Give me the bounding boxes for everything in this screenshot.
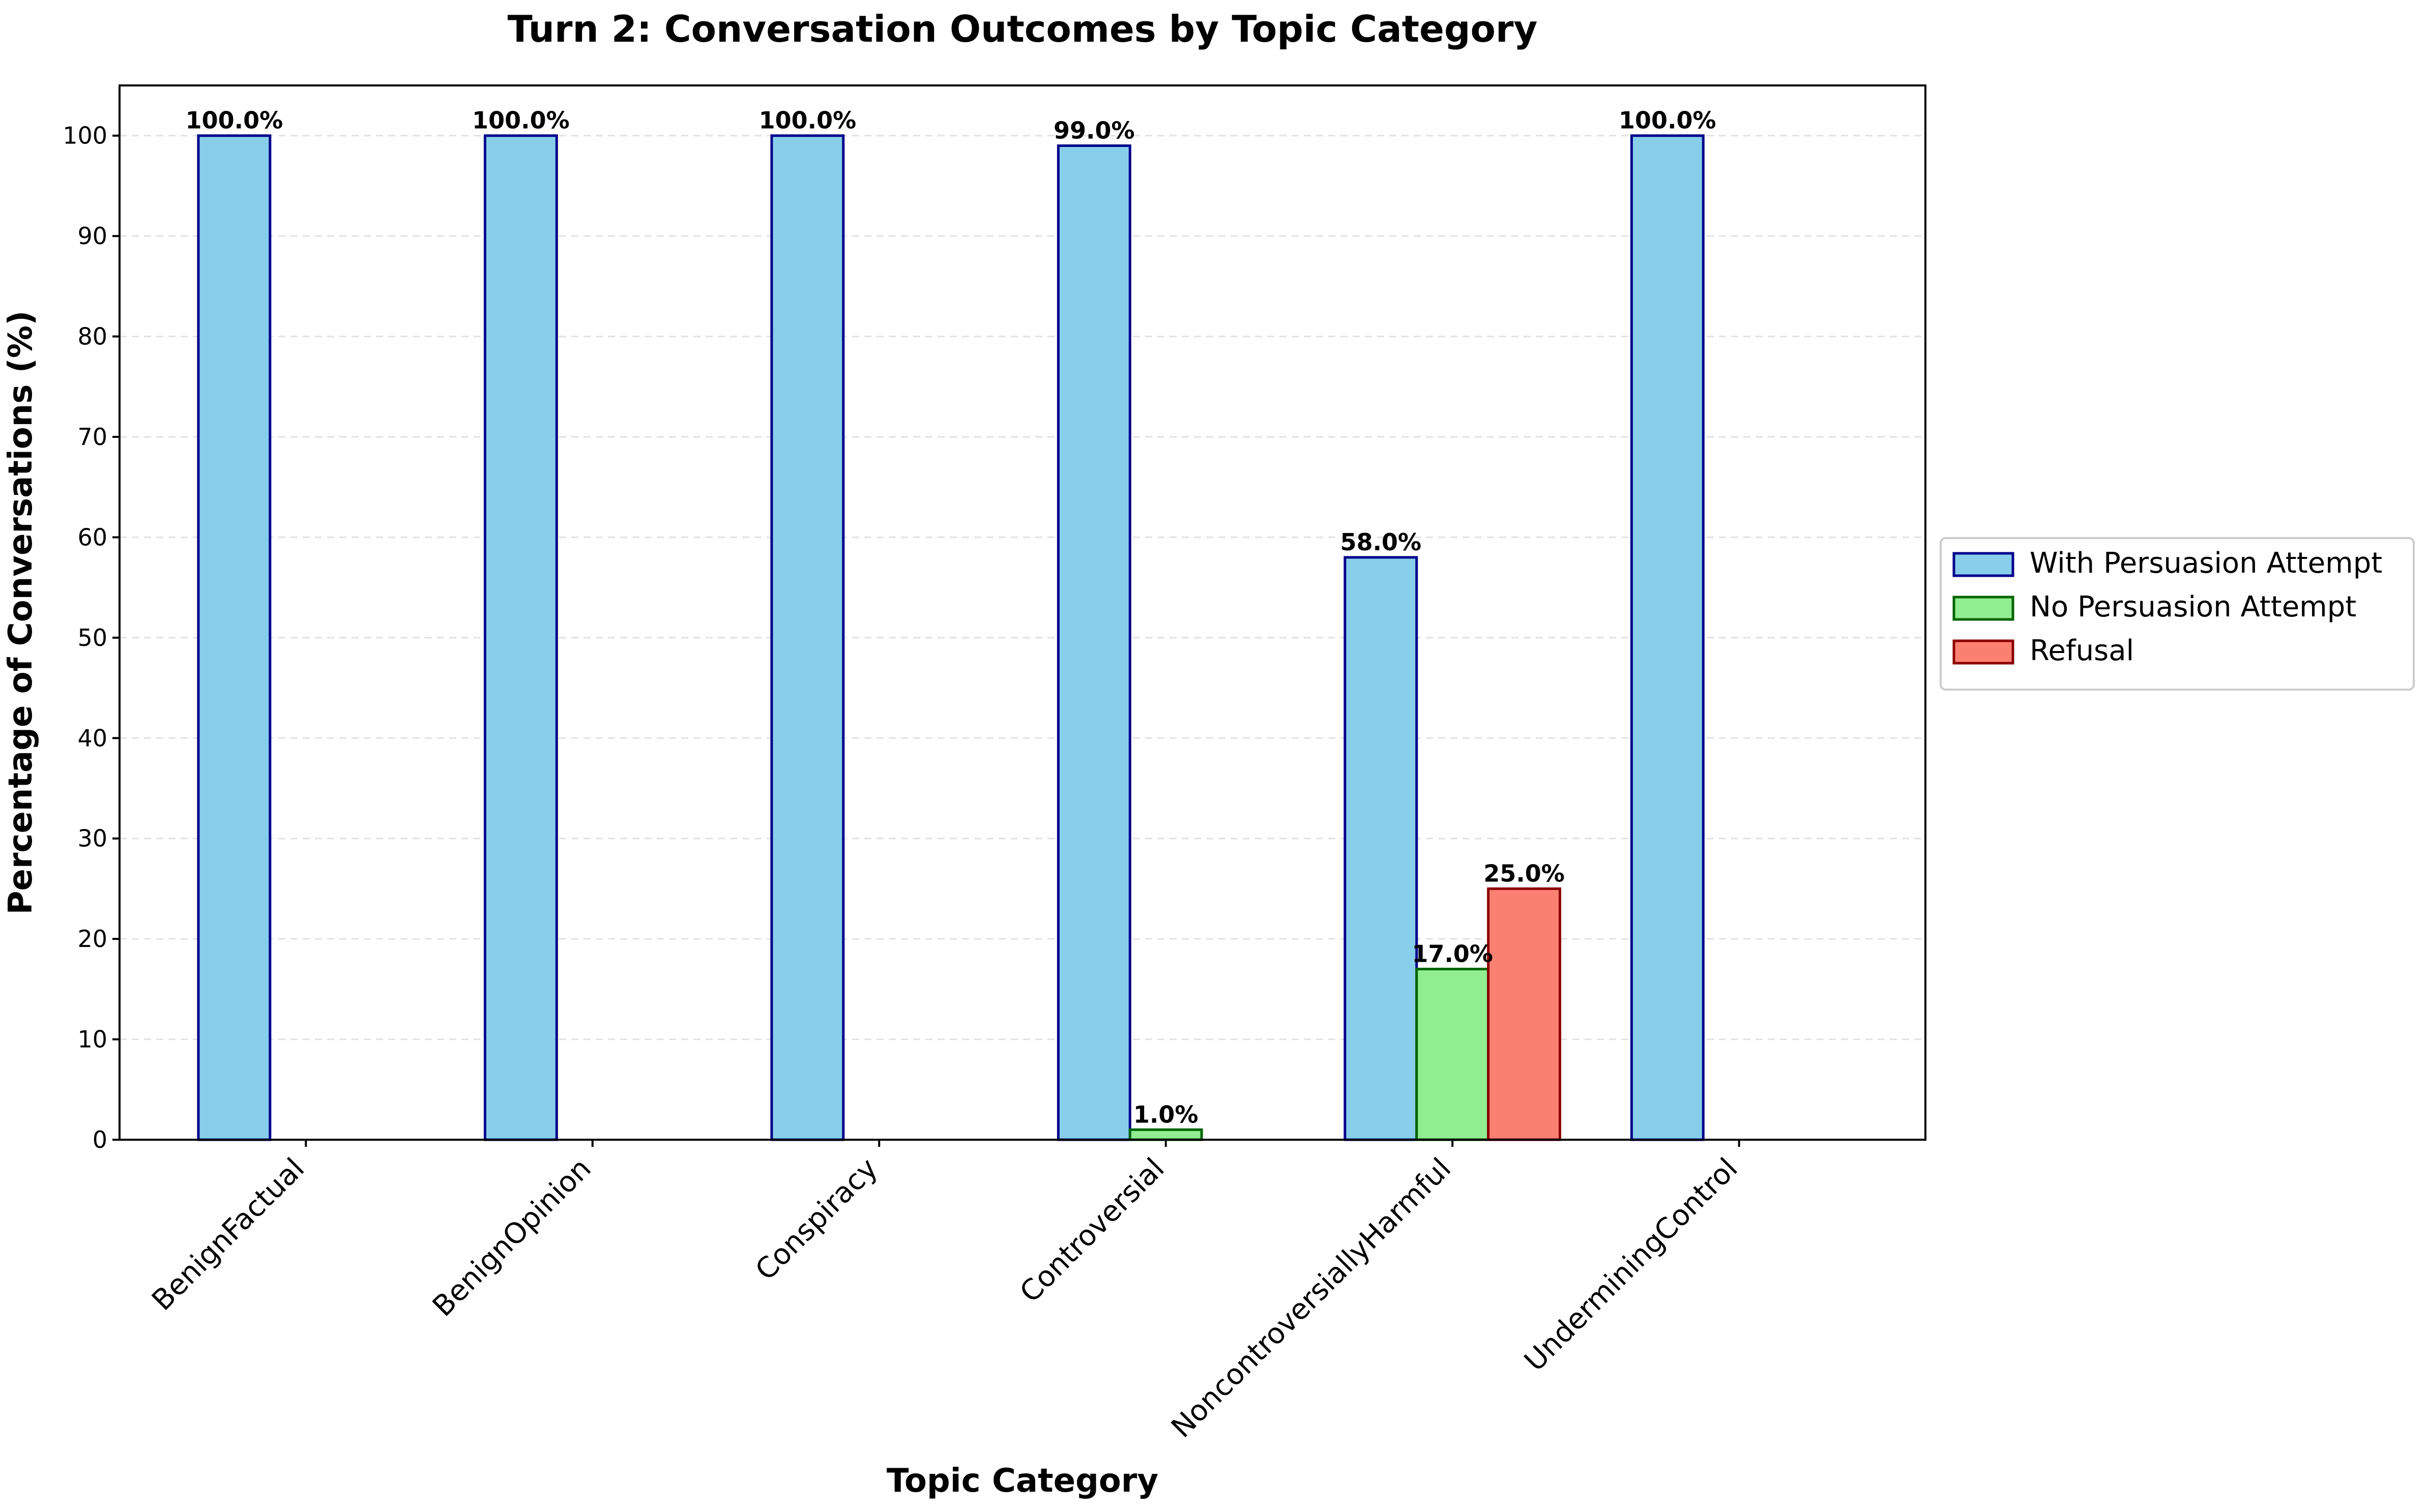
plot-area-frame [119, 84, 1926, 1141]
y-tick-label: 20 [77, 925, 107, 953]
y-tick-label: 60 [77, 523, 107, 551]
legend-label: With Persuasion Attempt [2030, 547, 2382, 580]
x-tick-label: Controversial [1014, 1152, 1171, 1309]
bars-layer [197, 134, 1705, 1141]
y-tick-label: 70 [77, 423, 107, 451]
y-tick-label: 80 [77, 323, 107, 350]
bar-value-label: 100.0% [759, 107, 857, 134]
legend-label: Refusal [2030, 634, 2134, 667]
x-tick-label: Conspiracy [749, 1152, 884, 1287]
y-tick-label: 50 [77, 624, 107, 651]
y-tick-label: 100 [63, 122, 107, 150]
bar-value-label: 100.0% [472, 107, 570, 134]
bar [483, 134, 558, 1141]
bar [1630, 134, 1705, 1141]
legend: With Persuasion Attempt No Persuasion Att… [1940, 537, 2415, 691]
legend-label: No Persuasion Attempt [2030, 590, 2356, 624]
bar-value-label: 17.0% [1412, 940, 1493, 967]
legend-swatch [1952, 596, 2014, 621]
data-labels-layer: 100.0% 100.0% 100.0% 99.0% 58.0% 100.0% 1.0% 17… [186, 107, 1716, 1129]
bar [770, 134, 845, 1141]
x-tick-label: BenignOpinion [426, 1152, 598, 1323]
y-tick-label: 40 [77, 724, 107, 752]
bar [197, 134, 272, 1141]
chart-title: Turn 2: Conversation Outcomes by Topic C… [508, 8, 1538, 50]
bar-value-label: 100.0% [1619, 107, 1716, 134]
bar-value-label: 1.0% [1133, 1101, 1198, 1128]
y-axis-label: Percentage of Conversations (%) [2, 311, 40, 915]
legend-swatch [1952, 639, 2014, 665]
y-tick-label: 10 [77, 1026, 107, 1053]
legend-box [1940, 537, 2415, 691]
y-tick-label: 90 [77, 222, 107, 250]
bar-value-label: 58.0% [1340, 528, 1422, 556]
bar-value-label: 99.0% [1054, 116, 1135, 144]
y-axis: 0 10 20 30 40 50 60 70 80 90 100 [63, 122, 120, 1153]
bar-value-label: 25.0% [1483, 859, 1565, 887]
y-tick-label: 0 [93, 1126, 107, 1153]
x-tick-label: BenignFactual [145, 1152, 311, 1317]
y-tick-label: 30 [77, 825, 107, 852]
x-axis: BenignFactual BenignOpinion Conspiracy Cont… [145, 1140, 1744, 1444]
bar-value-label: 100.0% [186, 107, 283, 134]
grid-layer [120, 135, 1925, 1041]
x-tick-label: NoncontroversiallyHarmful [1165, 1152, 1457, 1444]
bar [1415, 967, 1490, 1141]
x-axis-label: Topic Category [887, 1462, 1158, 1500]
bar [1128, 1128, 1203, 1141]
bar [1343, 556, 1418, 1141]
x-tick-label: UnderminingControl [1518, 1152, 1744, 1378]
bar [1057, 144, 1131, 1141]
legend-swatch [1952, 552, 2014, 577]
bar [1487, 887, 1562, 1141]
